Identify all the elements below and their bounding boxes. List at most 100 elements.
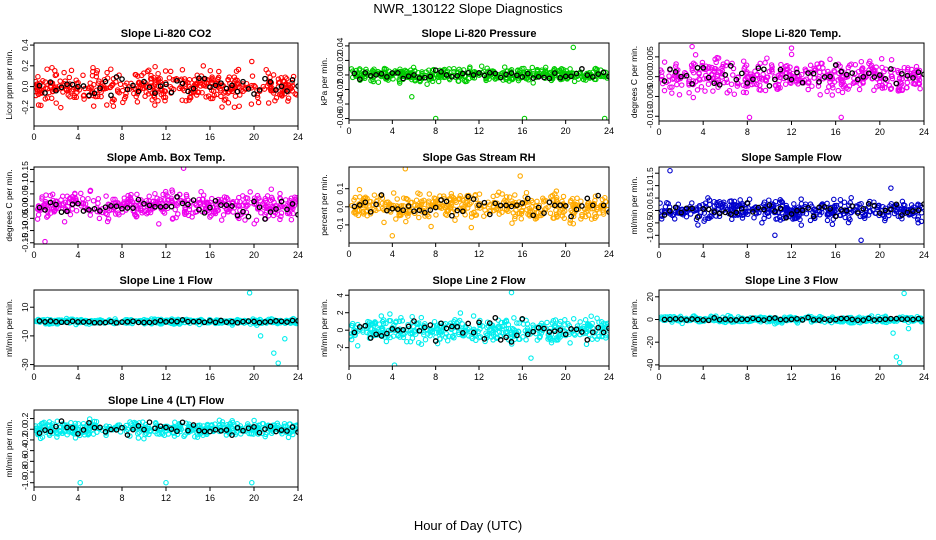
data-point bbox=[396, 318, 403, 325]
data-point bbox=[146, 431, 152, 438]
data-point bbox=[428, 223, 434, 230]
data-point bbox=[71, 94, 77, 101]
data-point bbox=[699, 59, 706, 66]
overlay-point bbox=[838, 206, 845, 213]
overlay-point bbox=[223, 85, 230, 92]
overlay-point bbox=[36, 82, 43, 89]
data-point bbox=[227, 421, 233, 428]
overlay-point bbox=[86, 318, 92, 325]
overlay-point bbox=[661, 316, 668, 323]
outlier-point bbox=[888, 185, 894, 191]
data-point bbox=[81, 96, 87, 102]
overlay-point bbox=[284, 319, 290, 325]
data-point bbox=[174, 431, 181, 438]
overlay-point bbox=[394, 327, 401, 333]
overlay-point bbox=[69, 201, 76, 208]
data-point bbox=[147, 428, 153, 434]
overlay-point bbox=[384, 330, 390, 337]
y-tick-label: -0.2 bbox=[20, 432, 30, 447]
overlay-point bbox=[579, 329, 585, 335]
x-tick-label: 4 bbox=[75, 132, 80, 142]
data-point bbox=[232, 77, 239, 83]
data-point bbox=[92, 93, 99, 100]
y-axis-title: ml/min per min. bbox=[629, 176, 639, 234]
data-point bbox=[418, 314, 425, 321]
overlay-point bbox=[174, 318, 180, 325]
data-point bbox=[476, 72, 482, 78]
overlay-point bbox=[667, 316, 673, 323]
y-tick-label: 0.1 bbox=[335, 183, 345, 195]
data-point bbox=[916, 81, 923, 87]
data-point bbox=[128, 421, 134, 427]
overlay-point bbox=[777, 66, 784, 73]
data-point bbox=[388, 202, 395, 209]
data-point bbox=[903, 84, 910, 91]
data-point bbox=[381, 65, 388, 72]
data-point bbox=[381, 207, 387, 213]
overlay-point bbox=[157, 83, 164, 90]
data-point bbox=[400, 195, 407, 201]
overlay-point bbox=[102, 319, 109, 326]
data-point bbox=[231, 104, 238, 110]
overlay-point bbox=[179, 317, 186, 323]
data-point bbox=[466, 333, 472, 339]
overlay-point bbox=[799, 79, 806, 86]
overlay-point bbox=[229, 203, 235, 209]
overlay-point bbox=[416, 75, 423, 81]
data-point bbox=[224, 196, 231, 202]
overlay-point bbox=[530, 75, 537, 81]
overlay-point bbox=[146, 419, 153, 426]
data-point bbox=[428, 327, 435, 333]
data-point bbox=[193, 92, 200, 98]
data-point bbox=[560, 193, 567, 200]
data-point bbox=[393, 216, 399, 222]
y-tick-label: -0.15 bbox=[20, 233, 30, 253]
data-point bbox=[74, 89, 80, 95]
data-point bbox=[117, 81, 124, 88]
overlay-point bbox=[589, 74, 596, 80]
y-tick-label: -1.0 bbox=[20, 475, 30, 490]
data-point bbox=[222, 96, 229, 102]
overlay-point bbox=[157, 317, 164, 324]
data-point bbox=[769, 66, 775, 73]
data-point bbox=[156, 431, 163, 437]
data-point bbox=[721, 79, 727, 86]
data-point bbox=[852, 62, 859, 68]
y-axis-title: ml/min per min. bbox=[319, 299, 329, 357]
y-axis-title: kPa per min. bbox=[319, 58, 329, 106]
data-point bbox=[511, 315, 517, 321]
data-point bbox=[771, 317, 778, 324]
data-point bbox=[380, 70, 387, 77]
data-point bbox=[523, 189, 530, 196]
overlay-point bbox=[689, 80, 695, 87]
data-point bbox=[890, 66, 897, 73]
chart-panel-5: Slope Gas Stream RH0 4 8 12 16 20 24-0.10.00.1… bbox=[319, 152, 614, 259]
data-point bbox=[229, 84, 236, 91]
overlay-point bbox=[722, 316, 729, 323]
x-tick-label: 20 bbox=[249, 372, 259, 382]
data-point bbox=[446, 66, 452, 72]
overlay-point bbox=[766, 83, 773, 89]
data-point bbox=[35, 102, 42, 108]
x-tick-label: 0 bbox=[656, 127, 661, 137]
data-point bbox=[181, 76, 188, 82]
y-axis-title: ml/min per min. bbox=[629, 299, 639, 357]
data-point bbox=[145, 209, 151, 216]
data-point bbox=[570, 316, 577, 322]
data-point bbox=[745, 205, 751, 211]
data-point bbox=[50, 88, 56, 95]
data-point bbox=[868, 62, 875, 69]
data-point bbox=[34, 88, 41, 95]
overlay-point bbox=[36, 430, 43, 436]
overlay-point bbox=[234, 88, 241, 95]
overlay-point bbox=[667, 208, 673, 214]
data-point bbox=[516, 320, 522, 326]
data-point bbox=[787, 79, 793, 86]
data-point bbox=[579, 211, 585, 218]
data-point bbox=[698, 84, 705, 90]
x-tick-label: 24 bbox=[919, 372, 929, 382]
overlay-point bbox=[497, 337, 504, 343]
data-point bbox=[70, 197, 77, 204]
data-point bbox=[506, 78, 512, 84]
